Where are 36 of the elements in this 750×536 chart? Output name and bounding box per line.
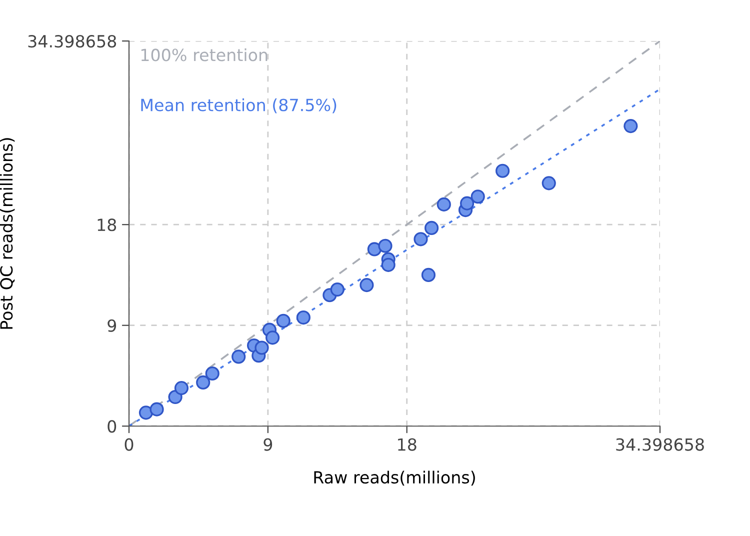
point [542, 176, 556, 190]
point [276, 314, 290, 328]
point [266, 330, 280, 345]
point [196, 375, 210, 390]
point [378, 238, 392, 253]
point [436, 197, 451, 212]
point [624, 119, 638, 134]
point [367, 242, 382, 256]
point [232, 350, 246, 364]
point [496, 164, 510, 178]
point [254, 340, 269, 355]
point [460, 196, 474, 210]
x-tick-label: 0 [124, 438, 134, 451]
x-axis-title: Raw reads(millions) [314, 470, 475, 486]
y-tick-label: 0 [108, 420, 116, 433]
text: 100% retention [141, 48, 268, 62]
point [360, 278, 374, 292]
point [381, 258, 396, 272]
point [150, 402, 164, 416]
text: Mean retention (87.5%) [141, 98, 336, 114]
y-tick-label: 34.398658 [28, 34, 116, 48]
y-tick-label: 18 [98, 218, 116, 232]
point [296, 310, 310, 325]
y-tick-label: 9 [108, 319, 116, 332]
point [421, 268, 436, 282]
point [424, 220, 439, 236]
x-tick-label: 34.398658 [616, 438, 704, 451]
point [330, 282, 344, 297]
point [205, 366, 220, 381]
point [414, 232, 428, 246]
x-tick-label: 18 [398, 438, 416, 451]
y-axis-title: Post QC reads(millions) [0, 138, 15, 329]
point [174, 381, 189, 396]
x-tick-label: 9 [264, 438, 272, 451]
point [470, 190, 485, 204]
point [138, 406, 154, 420]
